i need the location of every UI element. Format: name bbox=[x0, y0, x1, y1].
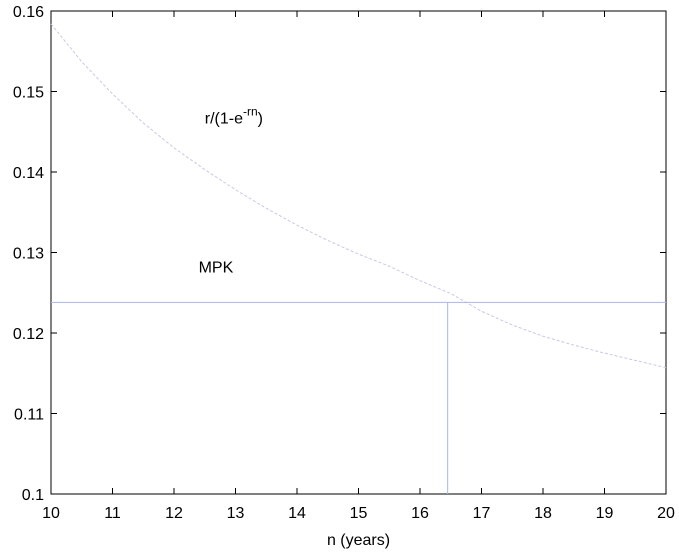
x-tick-label: 17 bbox=[473, 505, 491, 522]
formula-close: ) bbox=[258, 111, 263, 128]
y-tick-label: 0.11 bbox=[14, 407, 44, 424]
x-axis-title: n (years) bbox=[327, 532, 390, 549]
y-tick-label: 0.15 bbox=[13, 85, 44, 102]
x-tick-label: 14 bbox=[288, 505, 306, 522]
y-tick-label: 0.14 bbox=[13, 165, 44, 182]
formula-base: r/(1-e bbox=[205, 111, 243, 128]
x-tick-label: 20 bbox=[657, 505, 675, 522]
x-tick-label: 15 bbox=[350, 505, 368, 522]
x-tick-label: 18 bbox=[534, 505, 552, 522]
x-tick-label: 12 bbox=[165, 505, 183, 522]
plot-frame bbox=[50, 10, 667, 495]
y-tick-label: 0.1 bbox=[22, 487, 44, 504]
x-tick-label: 16 bbox=[411, 505, 429, 522]
y-tick-label: 0.16 bbox=[13, 4, 44, 21]
x-tick-label: 11 bbox=[104, 505, 121, 522]
y-tick-label: 0.13 bbox=[13, 246, 44, 263]
x-tick-label: 13 bbox=[227, 505, 245, 522]
x-tick-label: 19 bbox=[596, 505, 614, 522]
curve-formula-label: r/(1-e-rn) bbox=[205, 105, 263, 128]
mpk-label: MPK bbox=[199, 260, 234, 277]
x-tick-label: 10 bbox=[42, 505, 60, 522]
annuity-curve-line bbox=[50, 23, 667, 369]
y-tick-label: 0.12 bbox=[13, 326, 44, 343]
formula-exponent: -rn bbox=[243, 105, 258, 119]
